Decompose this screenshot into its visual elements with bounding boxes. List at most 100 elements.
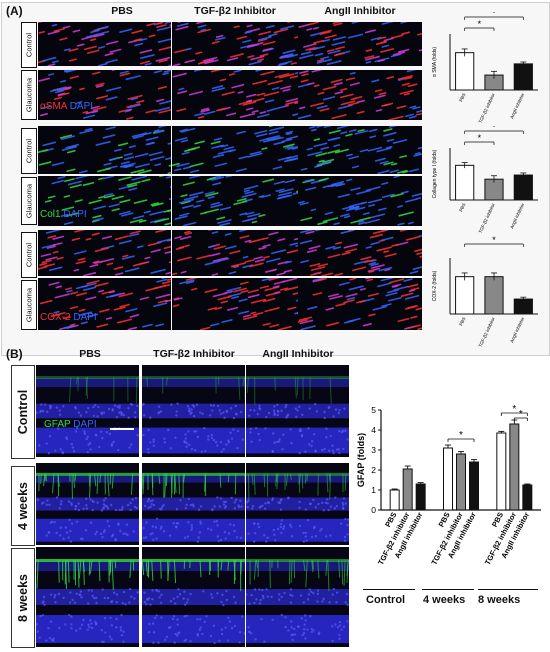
micrograph-texture: [172, 70, 298, 119]
micrograph-a-r4-c1: [172, 230, 298, 276]
micrograph-a-r4-c0: [38, 230, 171, 276]
micrograph-texture: [299, 230, 422, 276]
chart-cox2: COX-2 (folds) PBS TGF-β2 inhibitor AngII in…: [432, 236, 538, 348]
micrograph-texture: [44, 176, 171, 226]
y-tick-label-1: 1: [371, 485, 376, 495]
micrograph-texture: [38, 126, 171, 174]
panel-a-column-pbs: PBS: [111, 5, 133, 17]
micrograph-a-r3-c0: [38, 176, 171, 226]
row-label-glaucoma-1: Glaucoma: [21, 70, 37, 120]
micrograph-texture: [174, 176, 298, 226]
micrograph-texture: [172, 126, 298, 174]
group-label-8weeks: 8 weeks: [478, 594, 521, 606]
bar-2: [513, 174, 533, 201]
bar-g2-s0: [496, 432, 507, 511]
retina-texture: [246, 559, 349, 643]
panel-b-label: (B): [6, 347, 23, 361]
sig-star-1: *: [492, 126, 496, 132]
micrograph-a-r5-c2: [298, 278, 422, 330]
group-label-control: Control: [366, 594, 406, 606]
sig-star-0: *: [492, 236, 496, 245]
bar-g2-s2: [522, 484, 533, 511]
stain-label-gfap: GFAP DAPI: [44, 419, 97, 430]
bar-g0-s1: [402, 468, 413, 511]
micrograph-a-r2-c1: [172, 126, 298, 174]
retina-b-r1-c0: [36, 463, 139, 545]
bar-g0-s0: [389, 489, 400, 511]
row-label-b-8weeks: 8 weeks: [11, 548, 35, 648]
tick-label-2: AngII inhibitor: [509, 92, 525, 120]
micrograph-texture: [172, 22, 298, 66]
bar-0: [455, 52, 475, 91]
tick-label-0: PBS: [458, 92, 466, 102]
micrograph-a-r3-c1: [172, 176, 298, 226]
panel-b-column-angii: AngII Inhibitor: [262, 348, 334, 360]
panel-a-column-tgf: TGF-β2 Inhibitor: [194, 5, 276, 17]
y-axis-label: Collagen type I (folds): [432, 149, 438, 198]
micrograph-a-r0-c0: [38, 22, 171, 66]
micrograph-texture: [172, 230, 298, 276]
row-label-control-2: Control: [21, 128, 37, 174]
sig-star-0: *: [478, 19, 482, 29]
retina-texture: [36, 472, 139, 543]
row-label-glaucoma-2: Glaucoma: [21, 177, 37, 225]
tick-label-1: TGF-β2 inhibitor: [478, 202, 497, 234]
retina-texture: [246, 376, 349, 455]
stain-label-asma: αSMA DAPI: [40, 101, 94, 112]
bar-1: [484, 276, 504, 315]
bar-0: [455, 164, 475, 201]
y-tick-label-5: 5: [371, 405, 376, 415]
sig-star-1: *: [492, 12, 496, 18]
micrograph-texture: [172, 278, 298, 330]
retina-texture: [142, 472, 245, 543]
retina-b-r2-c0: [36, 547, 139, 647]
micrograph-texture: [298, 278, 422, 330]
row-label-b-control: Control: [11, 365, 35, 459]
micrograph-a-r4-c2: [298, 230, 422, 276]
micrograph-texture: [39, 278, 171, 330]
micrograph-a-r3-c2: [298, 176, 422, 226]
row-label-glaucoma-3: Glaucoma: [21, 280, 37, 330]
tick-label-1: TGF-β2 inhibitor: [478, 316, 497, 348]
group-underline-4weeks: [422, 589, 474, 590]
micrograph-a-r5-c1: [172, 278, 298, 330]
tick-label-1: TGF-β2 inhibitor: [478, 92, 497, 124]
group-underline-control: [363, 589, 415, 590]
sig-star-2: *: [519, 409, 523, 420]
tick-label-2: AngII inhibitor: [509, 316, 525, 344]
tick-label-0: PBS: [458, 202, 466, 212]
micrograph-a-r1-c1: [172, 70, 298, 120]
retina-b-r0-c0: [36, 365, 139, 457]
tick-label-0: PBS: [458, 316, 466, 326]
micrograph-texture: [298, 70, 422, 120]
bar-2: [513, 63, 533, 91]
retina-texture: [142, 559, 245, 645]
retina-texture: [36, 376, 139, 455]
micrograph-a-r0-c2: [298, 22, 422, 66]
group-label-4weeks: 4 weeks: [423, 594, 466, 606]
row-label-b-4weeks: 4 weeks: [11, 466, 35, 546]
group-underline-8weeks: [478, 589, 538, 590]
micrograph-a-r1-c2: [298, 70, 422, 120]
row-label-control-3: Control: [21, 232, 37, 278]
y-axis-label: GFAP (folds): [356, 433, 366, 487]
sig-star-1: *: [512, 404, 516, 415]
micrograph-texture: [300, 126, 422, 174]
sig-star-0: *: [459, 430, 463, 441]
bar-g2-s1: [509, 423, 520, 511]
micrograph-texture: [38, 230, 171, 276]
bar-g1-s0: [443, 447, 453, 511]
stain-label-col1: Col1 DAPI: [40, 209, 87, 220]
retina-b-r1-c2: [246, 463, 349, 545]
micrograph-texture: [38, 70, 171, 120]
y-tick-label-3: 3: [371, 445, 376, 455]
chart-collagen: Collagen type I (folds) PBS TGF-β2 inhibit…: [432, 126, 538, 234]
retina-b-r1-c1: [142, 463, 245, 545]
panel-a-label: (A): [6, 4, 23, 18]
retina-texture: [36, 559, 139, 644]
y-tick-label-0: 0: [371, 505, 376, 515]
retina-b-r0-c2: [246, 365, 349, 457]
panel-b-column-tgf: TGF-β2 Inhibitor: [153, 348, 235, 360]
micrograph-a-r5-c0: [38, 278, 171, 330]
